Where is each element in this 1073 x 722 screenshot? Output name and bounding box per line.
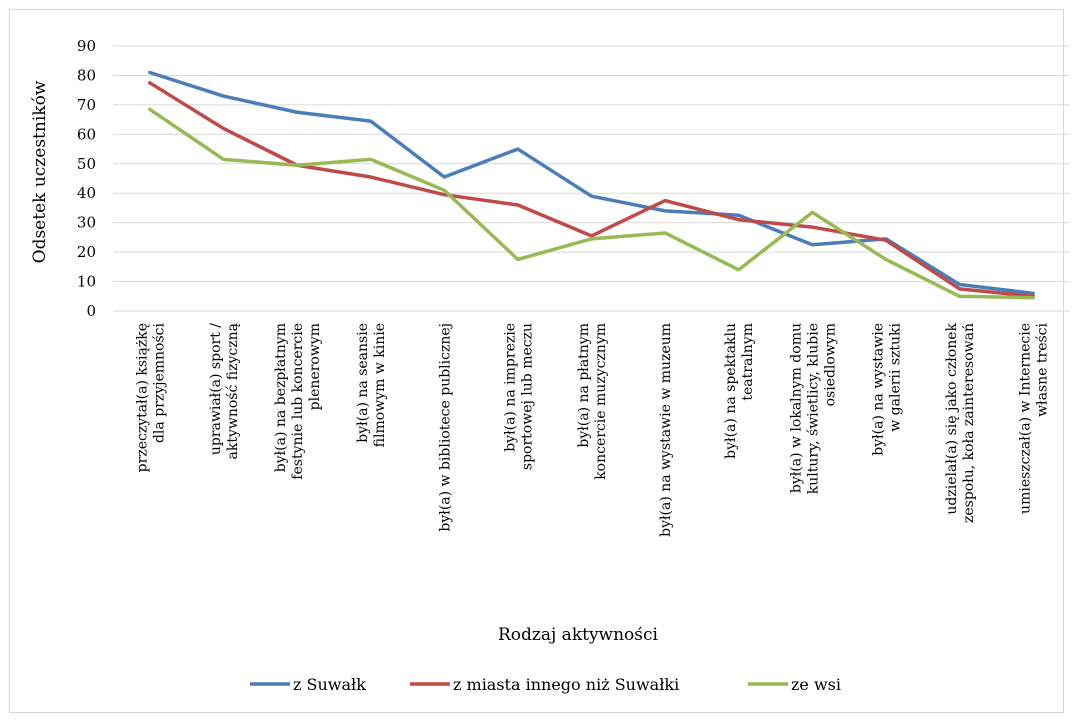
x-axis-category-labels: przeczytał(a) książkę dla przyjemności upr…	[134, 322, 1050, 536]
x-category-label: uprawiał(a) sport /	[208, 323, 224, 455]
y-tick-label: 50	[77, 155, 96, 173]
legend-label: z miasta innego niż Suwałki	[453, 675, 679, 694]
x-category-label: umieszczał(a) w Internecie	[1018, 323, 1034, 514]
data-point	[884, 238, 888, 242]
y-tick-label: 40	[77, 184, 96, 202]
data-point	[737, 268, 741, 272]
x-category-label: był(a) na płatnym	[576, 323, 592, 448]
x-category-label: był(a) w lokalnym domu	[788, 323, 804, 493]
x-category-label: teatralnym	[740, 323, 756, 401]
x-category-label: przeczytał(a) książkę	[134, 323, 150, 472]
y-axis-title: Odsetek uczestników	[30, 80, 50, 263]
legend-label: z Suwałk	[293, 675, 366, 694]
series-line	[148, 107, 1035, 300]
x-category-label: był(a) na seansie	[355, 323, 371, 443]
x-category-label: sportowej lub meczu	[519, 323, 535, 470]
x-category-label: udzielał(a) się jako członek	[944, 322, 960, 514]
data-point	[516, 203, 520, 207]
data-point	[590, 234, 593, 238]
x-category-label: osiedlowym	[822, 323, 838, 406]
x-category-label: dla przyjemności	[151, 322, 167, 443]
data-point	[295, 110, 299, 114]
gridlines	[113, 45, 1070, 312]
data-point	[810, 210, 814, 214]
data-point	[369, 175, 373, 179]
data-point	[810, 225, 814, 229]
series-lines	[148, 70, 1035, 300]
y-tick-label: 90	[77, 37, 96, 55]
data-point	[516, 147, 520, 151]
x-category-label: zespołu, koła zainteresowań	[961, 323, 977, 523]
x-category-label: był(a) na imprezie	[502, 323, 518, 452]
series-line	[148, 81, 1035, 299]
data-point	[663, 199, 667, 203]
chart-frame	[9, 9, 1064, 713]
data-point	[737, 213, 741, 217]
x-category-label: filmowym w kinie	[372, 323, 388, 447]
legend-label: ze wsi	[791, 675, 841, 694]
x-category-label: aktywność fizyczną	[225, 323, 241, 459]
data-point	[442, 175, 446, 179]
data-point	[148, 71, 152, 74]
data-point	[663, 209, 667, 213]
x-category-label: festynie lub koncercie	[290, 323, 306, 480]
data-point	[1031, 296, 1035, 300]
x-category-label: własne treści	[1035, 322, 1051, 416]
x-category-label: był(a) na spektaklu	[723, 323, 739, 459]
data-point	[221, 94, 225, 98]
y-tick-label: 0	[86, 302, 96, 320]
data-point	[590, 237, 593, 241]
series-line	[148, 70, 1035, 296]
y-axis-ticks: 0 10 20 30 40 50 60 70 80 90	[77, 37, 96, 320]
data-point	[884, 257, 888, 261]
y-tick-label: 20	[77, 243, 96, 261]
x-category-label: był(a) w bibliotece publicznej	[437, 323, 453, 532]
legend: z Suwałk z miasta innego niż Suwałki ze ws…	[250, 675, 841, 694]
x-category-label: był(a) na bezpłatnym	[273, 323, 289, 472]
y-tick-label: 30	[77, 214, 96, 232]
data-point	[516, 257, 520, 261]
x-category-label: koncercie muzycznym	[593, 323, 609, 480]
x-category-label: plenerowym	[307, 323, 323, 410]
data-point	[737, 218, 741, 222]
data-point	[663, 231, 667, 235]
data-point	[295, 163, 299, 167]
data-point	[1031, 291, 1035, 295]
data-point	[148, 81, 152, 85]
data-point	[958, 283, 962, 286]
y-tick-label: 60	[77, 125, 96, 143]
x-category-label: w galerii sztuki	[887, 322, 903, 431]
y-tick-label: 10	[77, 273, 96, 291]
data-point	[958, 287, 962, 291]
data-point	[590, 194, 593, 198]
x-axis-title: Rodzaj aktywności	[498, 625, 659, 645]
data-point	[369, 157, 373, 161]
data-point	[958, 294, 962, 298]
data-point	[369, 119, 373, 123]
data-point	[810, 243, 814, 247]
x-category-label: kultury, świetlicy, klubie	[805, 323, 821, 494]
data-point	[221, 126, 225, 130]
y-tick-label: 80	[77, 66, 96, 84]
y-tick-label: 70	[77, 96, 96, 114]
data-point	[442, 188, 446, 192]
x-category-label: był(a) na wystawie w muzeum	[658, 323, 674, 537]
data-point	[221, 157, 225, 161]
data-point	[442, 193, 446, 197]
x-category-label: był(a) na wystawie	[870, 323, 886, 456]
data-point	[148, 107, 152, 111]
